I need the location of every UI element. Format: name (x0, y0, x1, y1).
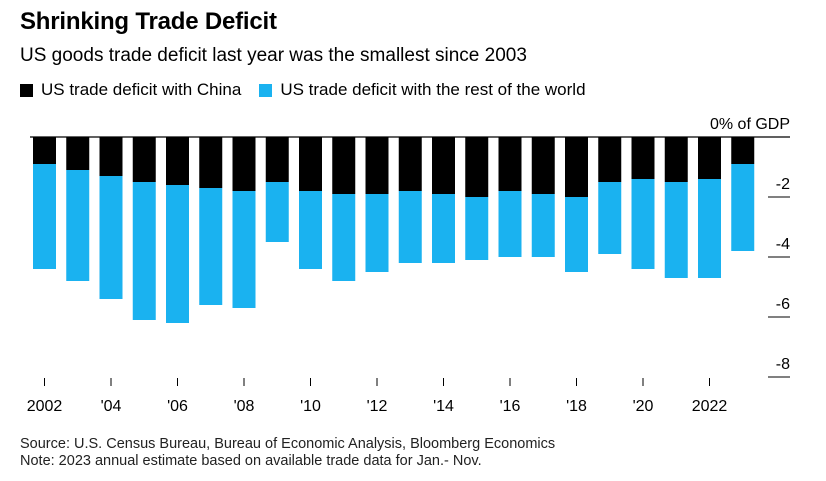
bar-china-2021 (664, 137, 688, 182)
bar-rest-of-world-2004 (99, 176, 123, 299)
y-tick-label--6: -6 (776, 296, 790, 313)
x-tick-label-2014: '14 (433, 398, 454, 415)
x-tick-label-2012: '12 (367, 398, 388, 415)
bar-rest-of-world-2023 (731, 164, 755, 251)
bar-china-2020 (631, 137, 655, 179)
x-tick-label-2022: 2022 (692, 398, 728, 415)
bar-china-2017 (531, 137, 555, 194)
bar-rest-of-world-2019 (598, 182, 622, 254)
legend-item-rest-of-world: US trade deficit with the rest of the wo… (259, 80, 586, 100)
bar-rest-of-world-2014 (432, 194, 455, 263)
bar-rest-of-world-2002 (33, 164, 56, 269)
bar-china-2022 (698, 137, 721, 179)
bar-rest-of-world-2016 (498, 191, 522, 257)
bar-china-2013 (398, 137, 422, 191)
y-tick-label--8: -8 (776, 356, 790, 373)
source-note: Source: U.S. Census Bureau, Bureau of Ec… (20, 436, 556, 452)
bar-china-2019 (598, 137, 622, 182)
x-tick-label-2018: '18 (566, 398, 587, 415)
bar-rest-of-world-2011 (332, 194, 356, 281)
bar-china-2003 (66, 137, 90, 170)
bar-china-2004 (99, 137, 123, 176)
bar-china-2007 (199, 137, 223, 188)
bar-rest-of-world-2008 (232, 191, 256, 308)
bar-china-2009 (265, 137, 289, 182)
bar-china-2005 (132, 137, 156, 182)
bar-rest-of-world-2020 (631, 179, 655, 269)
y-axis-unit-label: 0% of GDP (710, 116, 790, 133)
bar-china-2002 (33, 137, 56, 164)
y-tick-label--4: -4 (776, 236, 790, 253)
bar-china-2006 (166, 137, 189, 185)
legend: US trade deficit with China US trade def… (20, 80, 604, 100)
bar-rest-of-world-2022 (698, 179, 721, 278)
x-tick-label-2020: '20 (633, 398, 654, 415)
legend-swatch-china (20, 83, 33, 97)
bar-rest-of-world-2013 (398, 191, 422, 263)
bar-rest-of-world-2007 (199, 188, 223, 305)
bar-rest-of-world-2017 (531, 194, 555, 257)
x-tick-label-2002: 2002 (27, 398, 63, 415)
chart-title: Shrinking Trade Deficit (20, 8, 277, 35)
x-tick-label-2004: '04 (101, 398, 122, 415)
bar-china-2015 (465, 137, 489, 197)
legend-label-rest-of-world: US trade deficit with the rest of the wo… (280, 80, 586, 99)
bar-china-2010 (299, 137, 322, 191)
bar-rest-of-world-2012 (365, 194, 389, 272)
bar-china-2011 (332, 137, 356, 194)
bar-rest-of-world-2003 (66, 170, 90, 281)
bar-rest-of-world-2021 (664, 182, 688, 278)
bar-rest-of-world-2009 (265, 182, 289, 242)
legend-label-china: US trade deficit with China (41, 80, 242, 99)
legend-item-china: US trade deficit with China (20, 80, 241, 100)
bar-china-2008 (232, 137, 256, 191)
bar-china-2016 (498, 137, 522, 191)
x-tick-label-2006: '06 (167, 398, 188, 415)
y-tick-label--2: -2 (776, 176, 790, 193)
bar-rest-of-world-2010 (299, 191, 322, 269)
footnotes: Source: U.S. Census Bureau, Bureau of Ec… (20, 436, 555, 470)
bar-china-2023 (731, 137, 755, 164)
bar-rest-of-world-2015 (465, 197, 489, 260)
bar-rest-of-world-2018 (565, 197, 588, 272)
bar-china-2012 (365, 137, 389, 194)
chart-subtitle: US goods trade deficit last year was the… (20, 45, 527, 66)
x-tick-label-2008: '08 (234, 398, 255, 415)
x-tick-label-2010: '10 (300, 398, 321, 415)
bar-china-2014 (432, 137, 455, 194)
bar-rest-of-world-2005 (132, 182, 156, 320)
legend-swatch-rest-of-world (259, 83, 273, 97)
stacked-bar-chart: 0% of GDP -2 -4 -6 -8 2002 '04 '06 '08 '10 '12 '14 '… (27, 116, 790, 415)
bar-china-2018 (565, 137, 588, 197)
x-tick-label-2016: '16 (500, 398, 521, 415)
footnote: Note: 2023 annual estimate based on avai… (20, 453, 482, 469)
bar-rest-of-world-2006 (166, 185, 189, 323)
